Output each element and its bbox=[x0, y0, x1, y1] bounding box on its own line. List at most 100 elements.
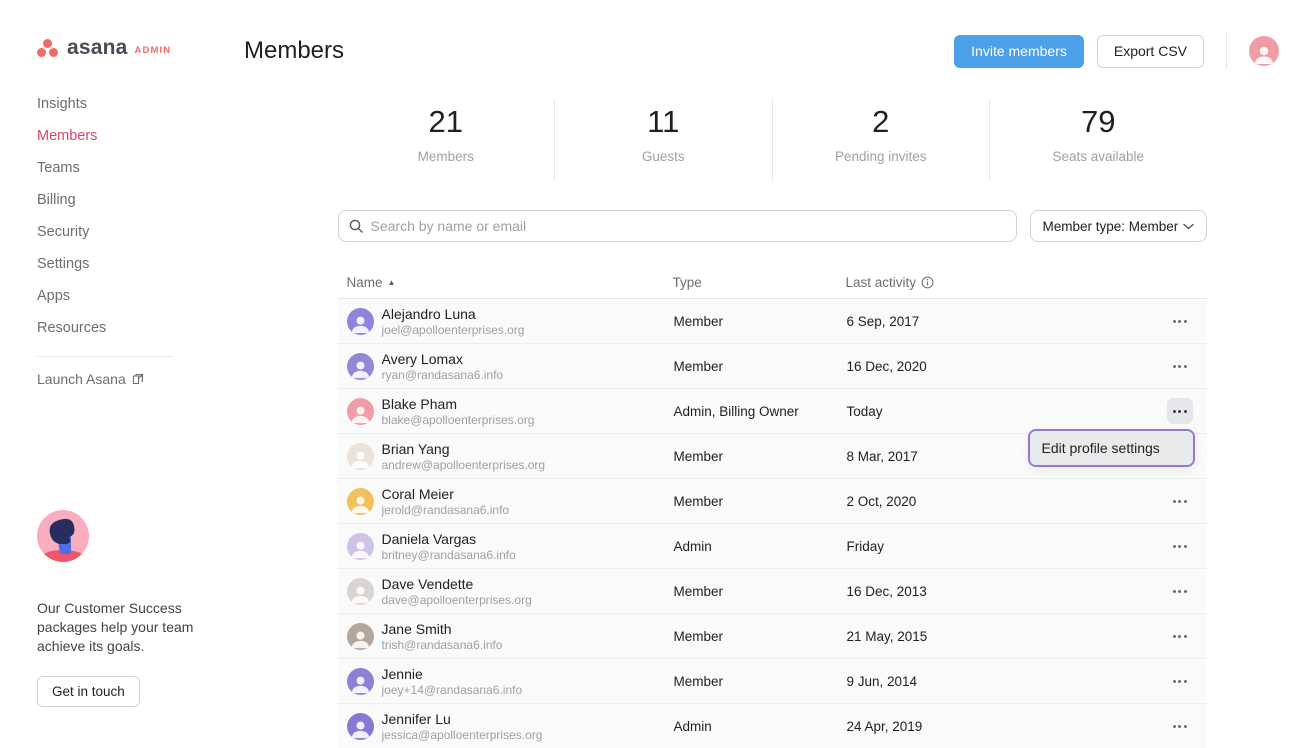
avatar bbox=[346, 487, 374, 515]
member-type: Member bbox=[673, 448, 724, 464]
asana-logo: asana ADMIN bbox=[37, 36, 244, 60]
stat-label: Guests bbox=[641, 149, 685, 164]
sidebar-item-members[interactable]: Members bbox=[37, 128, 98, 144]
page-header: Members Invite members Export CSV bbox=[244, 32, 1300, 70]
row-actions-button[interactable] bbox=[1166, 398, 1193, 424]
column-header-name[interactable]: Name ▲ bbox=[346, 275, 396, 290]
member-last-activity: 9 Jun, 2014 bbox=[846, 673, 918, 689]
filter-row: Member type: Member bbox=[337, 210, 1207, 242]
member-identity: Jennifer Lu jessica@apolloenterprises.or… bbox=[374, 711, 674, 742]
launch-asana-label: Launch Asana bbox=[37, 371, 126, 387]
table-row: Coral Meier jerold@randasana6.info Membe… bbox=[337, 479, 1207, 524]
member-type: Admin bbox=[673, 538, 712, 554]
invite-members-button[interactable]: Invite members bbox=[954, 34, 1084, 68]
stat-card: 79 Seats available bbox=[989, 100, 1207, 180]
member-last-activity: Friday bbox=[846, 538, 885, 554]
search-box bbox=[337, 210, 1017, 242]
member-last-activity: 16 Dec, 2013 bbox=[846, 583, 927, 599]
row-actions-button[interactable] bbox=[1167, 488, 1193, 514]
member-email: jerold@randasana6.info bbox=[381, 502, 510, 517]
table-header: Name ▲ Type Last activity bbox=[338, 267, 1207, 298]
member-type: Member bbox=[673, 628, 724, 644]
sidebar-item-insights[interactable]: Insights bbox=[37, 96, 87, 112]
member-email: jessica@apolloenterprises.org bbox=[381, 727, 543, 742]
table-row: Jane Smith trish@randasana6.info Member … bbox=[337, 614, 1207, 659]
stat-label: Members bbox=[417, 149, 474, 164]
member-last-activity: 24 Apr, 2019 bbox=[846, 718, 923, 734]
avatar bbox=[346, 577, 374, 605]
avatar bbox=[346, 352, 374, 380]
stat-label: Pending invites bbox=[834, 149, 927, 164]
member-name: Blake Pham bbox=[381, 395, 457, 412]
member-type: Admin bbox=[673, 718, 712, 734]
member-email: joey+14@randasana6.info bbox=[381, 682, 523, 697]
get-in-touch-button[interactable]: Get in touch bbox=[37, 676, 140, 707]
stat-card: 2 Pending invites bbox=[771, 100, 990, 180]
avatar bbox=[346, 712, 374, 740]
export-csv-button[interactable]: Export CSV bbox=[1096, 34, 1204, 68]
sidebar-item-apps[interactable]: Apps bbox=[37, 288, 71, 304]
customer-success-promo: Our Customer Success packages help your … bbox=[37, 510, 212, 707]
launch-asana-link[interactable]: Launch Asana bbox=[37, 371, 244, 387]
row-actions-button[interactable] bbox=[1167, 623, 1193, 649]
row-actions-button[interactable] bbox=[1167, 668, 1193, 694]
avatar bbox=[346, 442, 374, 470]
row-actions-button[interactable] bbox=[1167, 353, 1193, 379]
table-row: Blake Pham blake@apolloenterprises.org A… bbox=[337, 389, 1207, 434]
row-actions-button[interactable] bbox=[1167, 533, 1193, 559]
sort-ascending-icon: ▲ bbox=[387, 278, 396, 287]
sidebar-item-billing[interactable]: Billing bbox=[37, 192, 76, 208]
row-actions-button[interactable] bbox=[1167, 713, 1193, 739]
search-input[interactable] bbox=[370, 218, 1006, 234]
user-avatar[interactable] bbox=[1249, 36, 1279, 66]
member-last-activity: 6 Sep, 2017 bbox=[846, 313, 920, 329]
column-header-type[interactable]: Type bbox=[672, 275, 702, 290]
member-name: Dave Vendette bbox=[381, 575, 474, 592]
member-last-activity: 16 Dec, 2020 bbox=[846, 358, 927, 374]
member-last-activity: Today bbox=[846, 403, 883, 419]
member-last-activity: 2 Oct, 2020 bbox=[846, 493, 917, 509]
member-type: Member bbox=[673, 493, 724, 509]
table-row: Alejandro Luna joel@apolloenterprises.or… bbox=[337, 299, 1207, 344]
stat-label: Seats available bbox=[1052, 149, 1145, 164]
member-name: Jennifer Lu bbox=[381, 710, 451, 727]
stat-card: 21 Members bbox=[338, 100, 555, 180]
sidebar: asana ADMIN Insights Members Teams Billing S… bbox=[0, 0, 244, 748]
sidebar-item-resources[interactable]: Resources bbox=[37, 320, 107, 336]
search-icon bbox=[349, 219, 363, 233]
stat-card: 11 Guests bbox=[554, 100, 772, 180]
member-type: Admin, Billing Owner bbox=[673, 403, 799, 419]
member-name: Avery Lomax bbox=[381, 350, 463, 367]
member-identity: Jennie joey+14@randasana6.info bbox=[374, 666, 674, 697]
avatar bbox=[346, 667, 374, 695]
sidebar-item-teams[interactable]: Teams bbox=[37, 160, 80, 176]
context-menu-item[interactable]: Edit profile settings bbox=[1029, 431, 1193, 465]
member-last-activity: 21 May, 2015 bbox=[846, 628, 928, 644]
table-row: Dave Vendette dave@apolloenterprises.org… bbox=[337, 569, 1207, 614]
stat-value: 21 bbox=[428, 104, 463, 139]
member-type: Member bbox=[673, 583, 724, 599]
member-name: Daniela Vargas bbox=[381, 530, 477, 547]
stat-value: 79 bbox=[1081, 104, 1116, 139]
sidebar-divider bbox=[37, 356, 173, 357]
context-menu: Edit profile settings bbox=[1027, 429, 1195, 467]
table-body: Edit profile settings Alejandro Luna joe… bbox=[337, 298, 1207, 748]
sidebar-item-security[interactable]: Security bbox=[37, 224, 90, 240]
row-actions-button[interactable] bbox=[1167, 578, 1193, 604]
member-type-dropdown[interactable]: Member type: Member bbox=[1029, 210, 1207, 242]
member-name: Coral Meier bbox=[381, 485, 454, 502]
column-header-last-activity[interactable]: Last activity bbox=[846, 275, 1207, 290]
page-title: Members bbox=[244, 37, 345, 64]
asana-logo-icon bbox=[37, 39, 59, 57]
header-divider bbox=[1226, 32, 1227, 70]
row-actions-button[interactable] bbox=[1167, 308, 1193, 334]
member-name: Jennie bbox=[381, 665, 423, 682]
member-identity: Coral Meier jerold@randasana6.info bbox=[374, 486, 674, 517]
member-identity: Blake Pham blake@apolloenterprises.org bbox=[374, 396, 674, 427]
sidebar-item-settings[interactable]: Settings bbox=[37, 256, 90, 272]
stat-value: 11 bbox=[647, 104, 680, 139]
stat-value: 2 bbox=[872, 104, 890, 139]
customer-success-illustration-icon bbox=[37, 510, 212, 567]
chevron-down-icon bbox=[1182, 223, 1194, 229]
